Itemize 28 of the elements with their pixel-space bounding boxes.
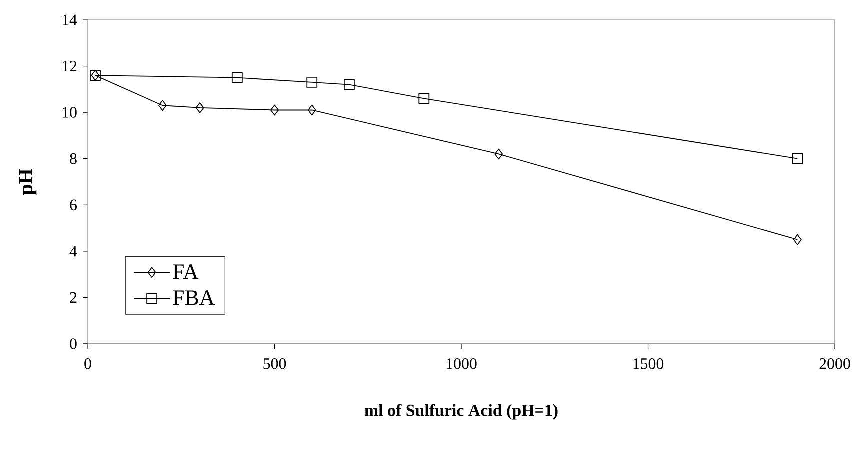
x-axis-title: ml of Sulfuric Acid (pH=1) [364, 404, 558, 420]
point [792, 153, 804, 164]
x-tick-label: 1500 [634, 358, 664, 370]
point [306, 77, 318, 88]
y-tick-label: 8 [70, 153, 77, 164]
point [270, 104, 279, 116]
point [158, 100, 167, 112]
point [344, 79, 355, 90]
y-tick-label: 12 [62, 61, 77, 72]
y-tick-label: 6 [70, 200, 78, 210]
legend-label: FBA [173, 290, 215, 306]
point [196, 102, 204, 114]
x-tick-label: 500 [264, 358, 286, 370]
point [418, 93, 430, 104]
point [494, 148, 504, 160]
y-tick-label: 14 [62, 14, 78, 26]
x-tick-label: 1000 [446, 358, 477, 370]
x-tick-label: 2000 [820, 358, 850, 370]
y-tick-label: 4 [70, 246, 78, 257]
y-tick-label: 0 [70, 338, 77, 350]
y-tick-label: 10 [62, 107, 77, 118]
y-tick-label: 2 [70, 292, 77, 303]
point [232, 72, 243, 84]
legend-label: FA [173, 264, 199, 280]
y-axis-title: pH [19, 169, 37, 196]
point [308, 104, 316, 116]
point [793, 234, 802, 246]
x-tick-label: 0 [84, 358, 92, 370]
